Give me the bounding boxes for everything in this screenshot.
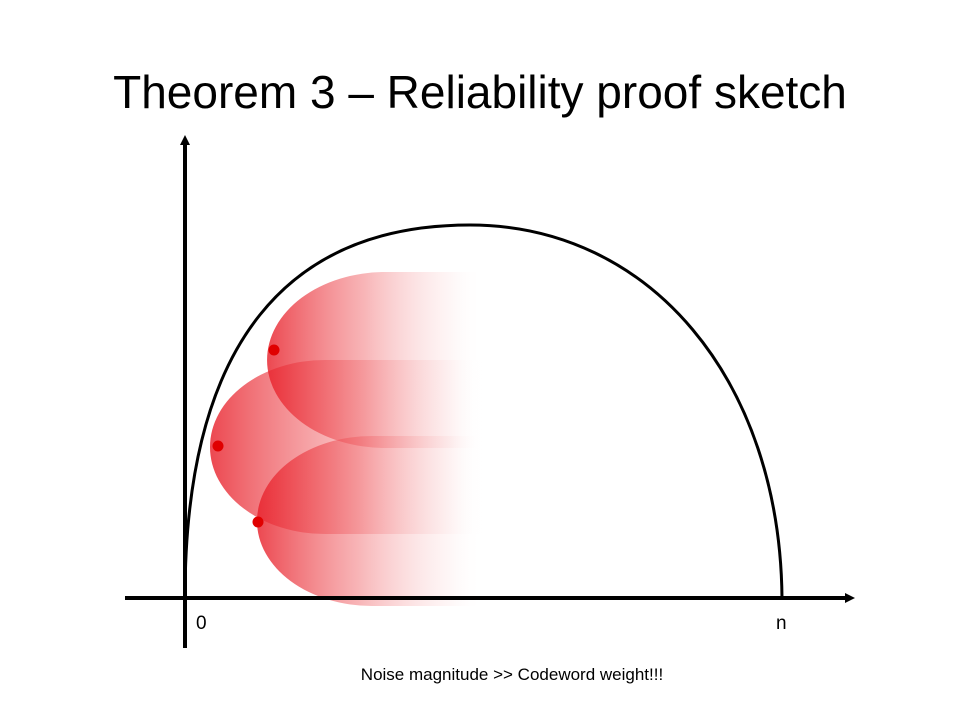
weight-distribution-curve — [183, 223, 784, 599]
codeword-point-bottom — [252, 516, 264, 528]
noise-cloud-bottom — [257, 436, 483, 606]
x-axis-end-label: n — [776, 613, 787, 634]
caption-text: Noise magnitude >> Codeword weight!!! — [360, 665, 664, 684]
x-axis-origin-label: 0 — [196, 613, 207, 634]
codeword-point-middle — [212, 440, 224, 452]
noise-cloud-top — [267, 272, 483, 448]
codeword-point-top — [268, 344, 280, 356]
slide-title: Theorem 3 – Reliability proof sketch — [113, 66, 847, 118]
